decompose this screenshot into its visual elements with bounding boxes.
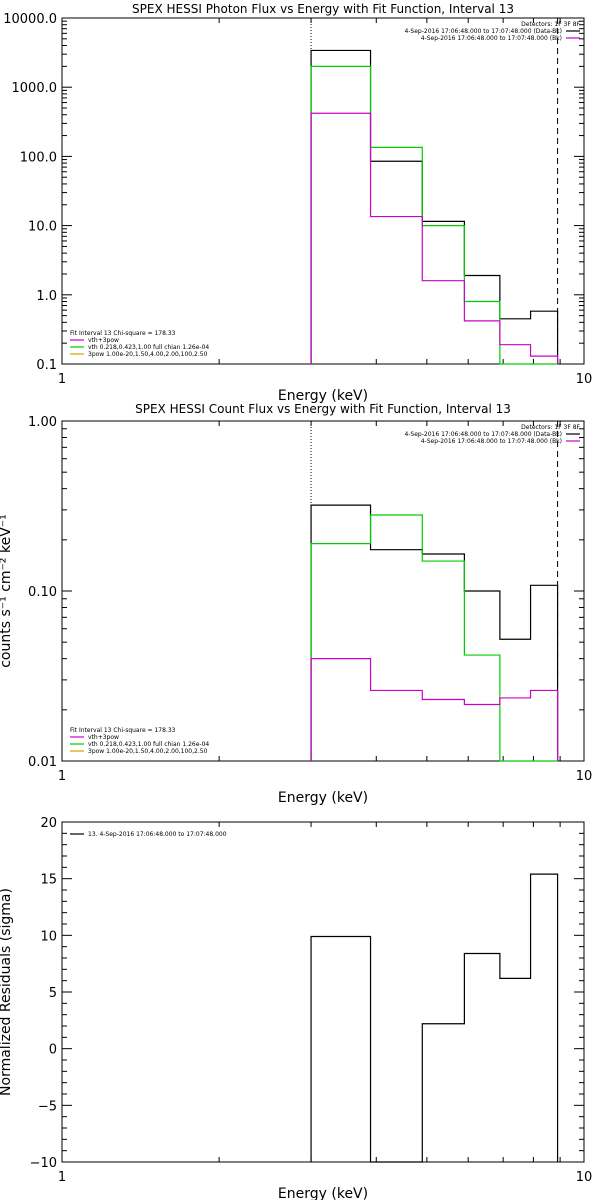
y-tick-label: 10 [40,929,57,944]
legend-entry: 4-Sep-2016 17:06:48.000 to 17:07:48.000 … [421,438,562,445]
plot-frame [61,420,585,762]
legend-header: Detectors: 1F 3F 8F [521,21,580,28]
fit-legend-entry: vth+3pow [88,734,119,741]
fit-legend-header: Fit Interval 13 Chi-square = 178.33 [70,727,176,734]
legend-entry: 4-Sep-2016 17:06:48.000 to 17:07:48.000 … [421,35,562,42]
y-tick-label: 1.00 [28,415,57,430]
y-tick-label: 10000.0 [3,12,57,27]
fit-legend-entry: vth+3pow [88,337,119,344]
y-tick-label: 10.0 [28,220,57,235]
fit-legend-entry: 3pow 1.00e-20,1.50,4.00,2.00,100,2.50 [88,748,208,755]
fit-legend-header: Fit Interval 13 Chi-square = 178.33 [70,330,176,337]
series-bk [310,658,559,761]
y-tick-label: 15 [40,873,57,888]
y-tick-label: 100.0 [20,150,57,165]
y-tick-label: 0.01 [28,755,57,770]
series-bk [310,112,559,364]
fit-legend-entry: 3pow 1.00e-20,1.50,4.00,2.00,100,2.50 [88,351,208,358]
legend-header: Detectors: 1F 3F 8F [521,424,580,431]
y-axis-label: counts s⁻¹ cm⁻² keV⁻¹ [0,514,14,668]
plot-frame [61,17,585,365]
y-tick-label: 0.10 [28,585,57,600]
series-vth [310,514,558,762]
panel-1: SPEX HESSI Photon Flux vs Energy with Fi… [3,2,592,404]
y-tick-label: 0.1 [36,358,57,373]
chart-title: SPEX HESSI Photon Flux vs Energy with Fi… [132,2,514,16]
series-data-bk [310,49,559,364]
x-tick-label: 1 [58,372,66,387]
legend-entry: 4-Sep-2016 17:06:48.000 to 17:07:48.000 … [404,28,562,35]
y-tick-label: 20 [40,816,57,831]
y-tick-label: −10 [30,1156,57,1171]
x-tick-label: 10 [576,1170,593,1185]
y-tick-label: −5 [38,1099,57,1114]
series-13 [310,873,559,1163]
x-tick-label: 1 [58,769,66,784]
y-tick-label: 0 [49,1043,57,1058]
y-tick-label: 5 [49,986,57,1001]
y-axis-label: Normalized Residuals (sigma) [0,888,14,1096]
panel-2: SPEX HESSI Count Flux vs Energy with Fit… [0,402,592,806]
x-tick-label: 1 [58,1170,66,1185]
y-tick-label: 1000.0 [12,81,58,96]
legend-entry: 13. 4-Sep-2016 17:06:48.000 to 17:07:48.… [88,831,227,838]
chart-title: SPEX HESSI Count Flux vs Energy with Fit… [135,402,511,416]
series-vth [310,65,558,365]
fit-legend-entry: vth 0.218,0.423,1.00 full chian 1.26e-04 [88,344,209,351]
x-axis-label: Energy (keV) [278,1186,368,1200]
legend-entry: 4-Sep-2016 17:06:48.000 to 17:07:48.000 … [404,431,562,438]
panel-3: 1 10 20 15 10 5 0 −5 −10 Energy (keV) Normalized R… [0,816,592,1200]
fit-legend-entry: vth 0.218,0.423,1.00 full chian 1.26e-04 [88,741,209,748]
x-axis-label: Energy (keV) [278,388,368,404]
y-tick-label: 1.0 [36,289,57,304]
x-tick-label: 10 [576,769,593,784]
plot-frame [61,821,585,1163]
x-tick-label: 10 [576,372,593,387]
x-axis-label: Energy (keV) [278,790,368,806]
